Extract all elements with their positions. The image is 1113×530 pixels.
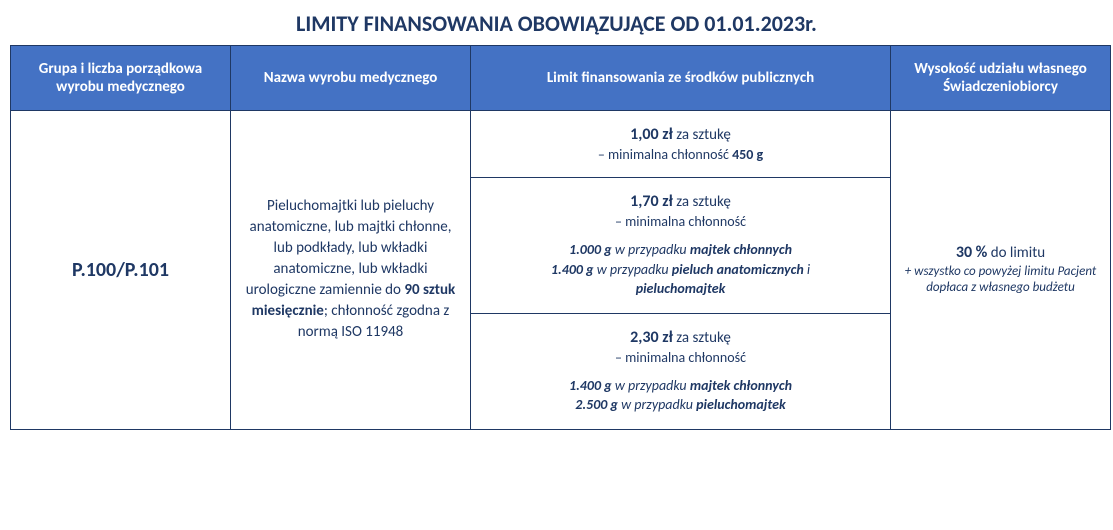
limit-subline: – minimalna chłonność 450 g — [491, 146, 870, 163]
cell-product: Pieluchomajtki lub pieluchy anatomiczne,… — [231, 111, 471, 430]
cell-share: 30 % do limitu + wszystko co powyżej lim… — [891, 111, 1111, 430]
cell-limit-2: 1,70 zł za sztukę – minimalna chłonność … — [471, 178, 891, 314]
table-row: P.100/P.101 Pieluchomajtki lub pieluchy … — [11, 111, 1111, 178]
detail-line: 1.400 g w przypadku pieluch anatomicznyc… — [491, 260, 870, 280]
cell-limit-3: 2,30 zł za sztukę – minimalna chłonność … — [471, 313, 891, 429]
detail-bold: majtek chłonnych — [690, 241, 792, 258]
subline-bold: 450 g — [732, 146, 763, 163]
limit-subline: – minimalna chłonność — [491, 213, 870, 230]
cell-group-code: P.100/P.101 — [11, 111, 231, 430]
header-limit: Limit finansowania ze środków publicznyc… — [471, 46, 891, 111]
financing-table: Grupa i liczba porządkowa wyrobu medyczn… — [10, 45, 1111, 430]
detail-bold: pieluchomajtek — [696, 396, 786, 413]
detail-bold: pieluch anatomicznych — [672, 261, 804, 278]
detail-mid: w przypadku — [612, 377, 690, 394]
page-title: LIMITY FINANSOWANIA OBOWIĄZUJĄCE OD 01.0… — [10, 10, 1103, 37]
limit-suffix: za sztukę — [673, 193, 731, 211]
detail-mid: w przypadku — [618, 396, 696, 413]
share-percent: 30 % — [956, 243, 988, 262]
header-share: Wysokość udziału własnego Świadczeniobio… — [891, 46, 1111, 111]
detail-bold: majtek chłonnych — [690, 377, 792, 394]
header-product: Nazwa wyrobu medycznego — [231, 46, 471, 111]
detail-weight: 1.000 g — [569, 241, 612, 258]
share-suffix: do limitu — [987, 244, 1045, 262]
detail-weight: 2.500 g — [575, 396, 618, 413]
detail-weight: 1.400 g — [551, 261, 594, 278]
share-main-line: 30 % do limitu — [901, 243, 1100, 262]
cell-limit-1: 1,00 zł za sztukę – minimalna chłonność … — [471, 111, 891, 178]
limit-price: 1,00 zł — [630, 125, 673, 144]
limit-subline: – minimalna chłonność — [491, 349, 870, 366]
detail-weight: 1.400 g — [569, 377, 612, 394]
detail-mid: w przypadku — [594, 261, 672, 278]
table-header-row: Grupa i liczba porządkowa wyrobu medyczn… — [11, 46, 1111, 111]
detail-line: 2.500 g w przypadku pieluchomajtek — [491, 395, 870, 415]
limit-price-line: 1,70 zł za sztukę — [491, 192, 870, 211]
limit-price-line: 1,00 zł za sztukę — [491, 125, 870, 144]
detail-tail: i — [804, 261, 810, 278]
limit-details: 1.400 g w przypadku majtek chłonnych 2.5… — [491, 376, 870, 415]
limit-details: 1.000 g w przypadku majtek chłonnych 1.4… — [491, 240, 870, 299]
detail-mid: w przypadku — [612, 241, 690, 258]
limit-price-line: 2,30 zł za sztukę — [491, 328, 870, 347]
limit-price: 2,30 zł — [630, 328, 673, 347]
limit-price: 1,70 zł — [630, 192, 673, 211]
limit-suffix: za sztukę — [673, 126, 731, 144]
limit-suffix: za sztukę — [673, 329, 731, 347]
detail-line: 1.400 g w przypadku majtek chłonnych — [491, 376, 870, 396]
subline-prefix: – minimalna chłonność — [598, 146, 732, 163]
share-sub-line: + wszystko co powyżej limitu Pacjent dop… — [901, 264, 1100, 298]
header-group: Grupa i liczba porządkowa wyrobu medyczn… — [11, 46, 231, 111]
detail-line: pieluchomajtek — [491, 279, 870, 299]
detail-bold: pieluchomajtek — [636, 280, 726, 297]
detail-line: 1.000 g w przypadku majtek chłonnych — [491, 240, 870, 260]
group-code: P.100/P.101 — [72, 258, 169, 282]
